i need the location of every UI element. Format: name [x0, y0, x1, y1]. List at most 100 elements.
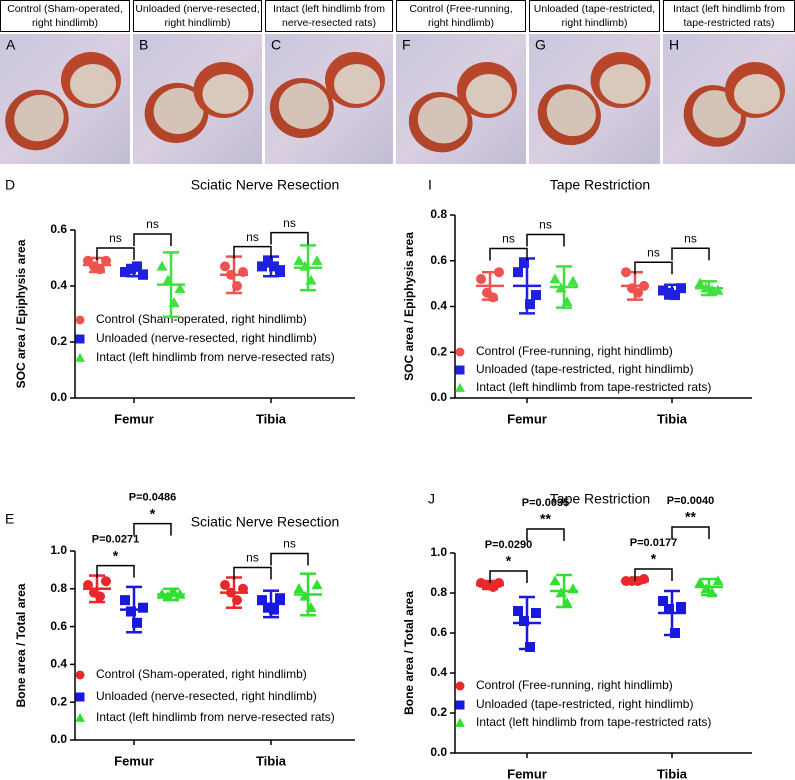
x-tick-label: Tibia	[256, 753, 287, 768]
y-tick-label: 0.4	[50, 278, 67, 292]
legend-marker	[455, 365, 465, 375]
y-tick-label: 0.0	[50, 390, 67, 404]
y-tick-label: 0.6	[50, 222, 67, 236]
data-point	[126, 606, 136, 617]
significance-bracket	[489, 247, 528, 261]
legend-marker	[75, 692, 85, 702]
y-tick-label: 1.0	[50, 543, 67, 557]
data-point	[694, 277, 706, 288]
legend-label: Intact (left hindlimb from tape-restrict…	[476, 715, 711, 729]
chart-title: Sciatic Nerve Resection	[191, 177, 340, 193]
significance-label: ns	[246, 551, 259, 565]
data-point	[525, 642, 535, 652]
data-point	[120, 267, 130, 277]
significance-bracket	[270, 552, 309, 566]
x-tick-label: Tibia	[256, 411, 287, 426]
panel-letter: A	[6, 37, 16, 53]
data-point	[238, 583, 248, 594]
y-tick-label: 0.6	[430, 253, 447, 267]
y-tick-label: 0.6	[50, 619, 67, 633]
panel-letter: D	[5, 177, 15, 193]
significance-bracket	[133, 522, 172, 536]
bone-inner	[466, 74, 512, 114]
legend-marker	[75, 670, 85, 680]
panel-letter: C	[271, 37, 281, 53]
data-point	[275, 267, 285, 277]
data-point	[670, 628, 680, 638]
caption-box	[133, 0, 262, 32]
legend-label: Unloaded (nerve-resected, right hindlimb…	[96, 331, 317, 345]
significance-label: ns	[109, 231, 122, 245]
data-point	[525, 299, 535, 310]
y-tick-label: 0.6	[430, 625, 447, 639]
data-point	[549, 273, 561, 284]
significance-label: ns	[283, 216, 296, 230]
y-axis-label: Bone area / Total area	[402, 591, 416, 715]
legend-label: Unloaded (nerve-resected, right hindlimb…	[96, 689, 317, 703]
caption-box	[265, 0, 393, 32]
data-point	[476, 274, 486, 285]
data-point	[293, 583, 305, 594]
data-point	[531, 608, 541, 618]
caption: right hindlimb)	[562, 17, 628, 29]
data-point	[712, 284, 724, 295]
data-point	[519, 616, 529, 626]
legend-label: Intact (left hindlimb from nerve-resecte…	[96, 350, 335, 364]
bone-inner	[153, 87, 204, 134]
bone-inner	[546, 89, 596, 137]
significance-bracket	[96, 247, 135, 260]
data-point	[519, 258, 529, 269]
data-point	[269, 604, 279, 615]
caption: right hindlimb)	[32, 17, 98, 29]
panel-letter: B	[139, 37, 148, 53]
legend-label: Intact (left hindlimb from tape-restrict…	[476, 380, 711, 394]
caption-box	[396, 0, 526, 32]
bone-inner	[417, 97, 468, 144]
caption-box	[0, 0, 130, 32]
caption: Unloaded (nerve-resected,	[135, 3, 259, 15]
data-point	[120, 595, 130, 606]
caption: tape-restricted rats)	[683, 17, 774, 29]
y-tick-label: 0.4	[430, 665, 447, 679]
data-point	[621, 267, 631, 278]
bone-inner	[599, 64, 646, 104]
data-point	[658, 596, 668, 606]
y-tick-label: 0.2	[430, 705, 447, 719]
y-tick-label: 0.0	[430, 745, 447, 759]
caption: nerve-resected rats)	[282, 17, 376, 29]
data-point	[126, 264, 136, 275]
significance-label: ns	[684, 231, 697, 245]
data-point	[138, 602, 148, 613]
data-point	[220, 580, 230, 591]
x-tick-label: Femur	[114, 411, 154, 426]
legend-marker	[75, 334, 85, 344]
legend-label: Unloaded (tape-restricted, right hindlim…	[476, 362, 693, 376]
y-tick-label: 0.8	[430, 207, 447, 221]
significance-label: ns	[539, 218, 552, 232]
data-point	[311, 255, 323, 266]
chart-title: Tape Restriction	[550, 177, 650, 193]
x-tick-label: Femur	[507, 766, 547, 780]
significance-label: **	[685, 509, 696, 525]
data-point	[513, 267, 523, 278]
data-point	[293, 255, 305, 266]
caption: Intact (left hindlimb from	[273, 3, 385, 15]
x-tick-label: Tibia	[657, 411, 688, 426]
significance-bracket	[270, 231, 309, 245]
legend-marker	[75, 712, 85, 722]
data-point	[494, 267, 504, 278]
y-tick-label: 0.4	[50, 657, 67, 671]
p-value-label: P=0.0486	[129, 491, 176, 503]
data-point	[174, 283, 186, 294]
caption: Control (Free-running,	[409, 3, 512, 15]
p-value-label: P=0.0290	[485, 539, 532, 551]
data-point	[132, 261, 142, 272]
bone-inner	[14, 94, 64, 142]
legend-marker	[75, 352, 85, 362]
significance-label: ns	[283, 537, 296, 551]
data-point	[664, 604, 674, 614]
panel-letter: J	[428, 491, 435, 507]
p-value-label: P=0.0035	[522, 497, 569, 509]
significance-bracket	[233, 566, 272, 580]
data-point	[275, 593, 285, 604]
